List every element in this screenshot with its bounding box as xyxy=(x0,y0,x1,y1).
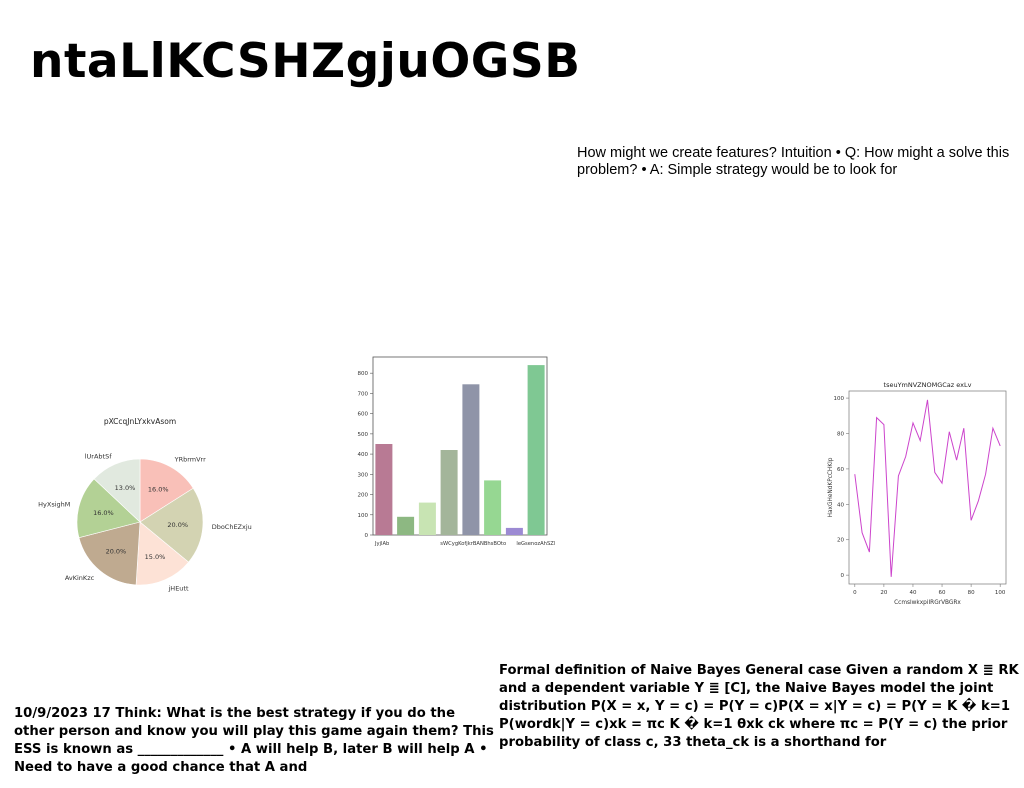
pie-slice xyxy=(93,458,141,523)
line-plot-frame xyxy=(848,390,1007,585)
bar-ytick-label: 400 xyxy=(358,452,369,458)
line-ytick-label: 20 xyxy=(837,538,844,544)
pie-chart: pXCcqJnLYxkvAsom 16.0% YRbrmVrr 20.0% DboChE… xyxy=(38,417,252,592)
line-xtick-label: 100 xyxy=(995,590,1006,596)
pie-value-label: 16.0% xyxy=(93,509,114,517)
bar xyxy=(462,384,480,535)
pie-value-label: 20.0% xyxy=(167,521,188,529)
intuition-text: How might we create features? Intuition … xyxy=(577,145,1010,178)
line-xtick-label: 40 xyxy=(909,590,916,596)
slide-title: ntaLlKCSHZgjuOGSB xyxy=(30,34,581,89)
pie-slice xyxy=(76,478,141,539)
pie-category-label: AvKinKzc xyxy=(65,574,95,582)
pie-title: pXCcqJnLYxkvAsom xyxy=(104,417,176,426)
bar xyxy=(375,444,393,535)
bar xyxy=(505,527,523,535)
bar xyxy=(527,365,545,535)
pie-value-label: 16.0% xyxy=(148,485,169,493)
pie-slice xyxy=(135,521,189,586)
line-chart: tseuYmNVZNOMGCaz exLv 0 20 40 60 80 100 0 20 40 60… xyxy=(828,381,1007,606)
pie-category-label: lUrAbtSf xyxy=(85,453,112,461)
pie-value-label: 13.0% xyxy=(115,484,136,492)
bar-ytick-label: 600 xyxy=(358,412,369,418)
bar xyxy=(397,516,415,535)
line-xtick-label: 60 xyxy=(939,590,946,596)
bar-ytick-label: 700 xyxy=(358,391,369,397)
naive-bayes-text: Formal definition of Naive Bayes General… xyxy=(499,663,1019,750)
pie-value-label: 15.0% xyxy=(145,553,166,561)
line-ytick-label: 100 xyxy=(834,396,845,402)
pie-category-label: DboChEZxju xyxy=(212,523,252,531)
pie-slice xyxy=(78,521,141,586)
bar-ytick-label: 0 xyxy=(365,533,369,539)
think-text: 10/9/2023 17 Think: What is the best str… xyxy=(14,706,494,775)
pie-value-label: 20.0% xyxy=(106,548,127,556)
bar-ytick-label: 500 xyxy=(358,432,369,438)
line-ylabel: HaxGHeNdKPcCHKlp xyxy=(828,457,834,517)
pie-category-label: jHEutt xyxy=(168,584,189,592)
bar xyxy=(484,480,502,535)
line-xtick-label: 0 xyxy=(853,590,857,596)
line-series xyxy=(854,399,1001,577)
bar-ytick-label: 300 xyxy=(358,472,369,478)
pie-category-label: YRbrmVrr xyxy=(174,456,207,464)
bar xyxy=(440,450,458,535)
pie-category-label: HyXsighM xyxy=(38,501,70,509)
bar-ytick-label: 200 xyxy=(358,493,369,499)
line-title: tseuYmNVZNOMGCaz exLv xyxy=(884,381,972,389)
bar-xtick-label: sWCygKofjkrBANBhsBOto xyxy=(440,541,506,547)
line-ytick-label: 40 xyxy=(837,502,844,508)
line-xlabel: CcmslwkxpiIRGrVBGRx xyxy=(894,600,961,606)
bar-ytick-label: 100 xyxy=(358,513,369,519)
line-xtick-label: 20 xyxy=(880,590,887,596)
bar-xtick-label: JyjlAb xyxy=(374,541,390,547)
line-ytick-label: 60 xyxy=(837,467,844,473)
bar-xtick-label: leGsenozAhSZlweXbfBhZiKtRF xyxy=(516,541,555,547)
line-ytick-label: 80 xyxy=(837,431,844,437)
bar-plot-frame xyxy=(372,356,548,536)
pie-slice xyxy=(139,458,194,523)
bar xyxy=(418,502,436,535)
pie-slice xyxy=(139,487,204,563)
bar-ytick-label: 800 xyxy=(358,371,369,377)
line-xtick-label: 80 xyxy=(968,590,975,596)
bar-chart: 0 100 200 300 400 500 600 700 800 JyjlAb sWCygKofj… xyxy=(358,356,555,547)
line-ytick-label: 0 xyxy=(841,573,845,579)
